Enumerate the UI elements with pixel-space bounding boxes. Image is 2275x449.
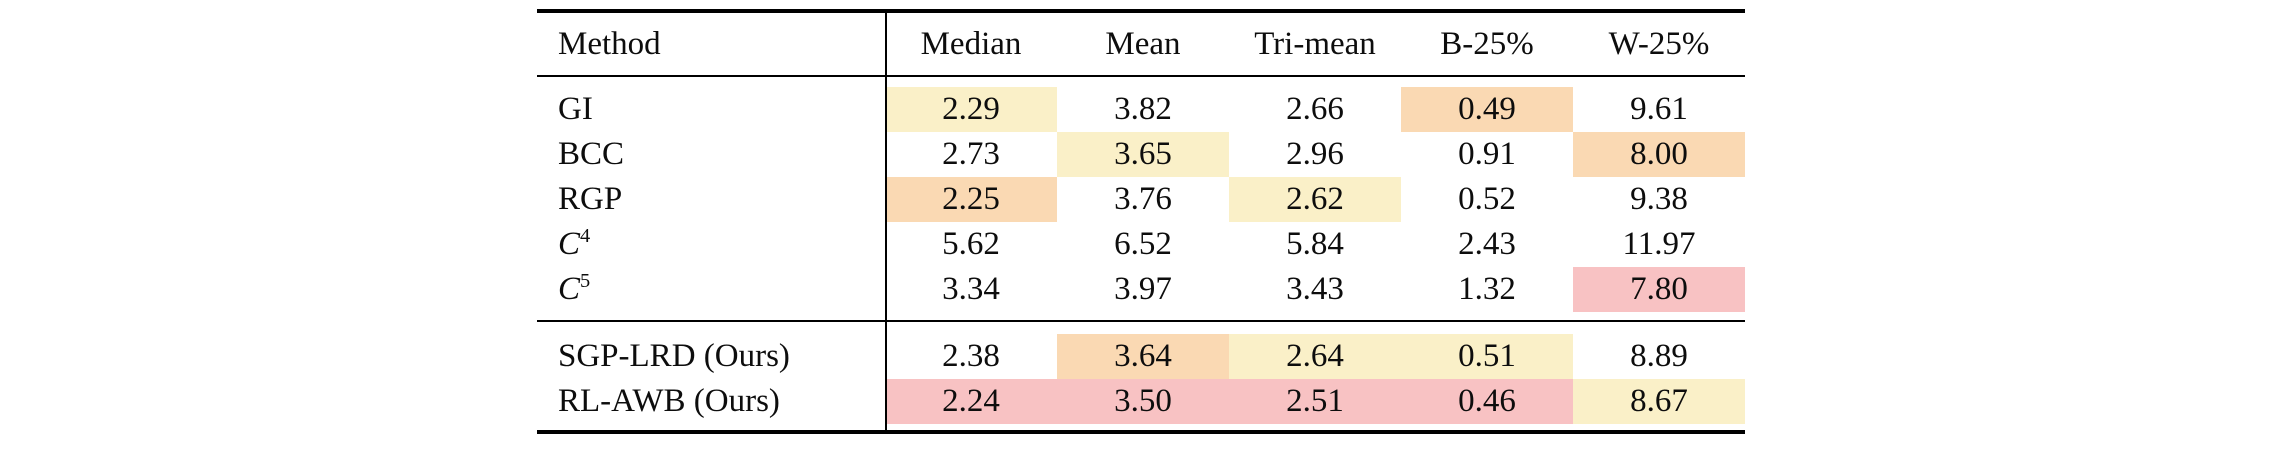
row-strut [537,322,1745,334]
column-divider [885,77,887,320]
col-header-method: Method [558,26,661,62]
value-cell: 0.49 [1401,87,1573,132]
col-header-trimean: Tri-mean [1254,26,1376,62]
value-cell: 3.50 [1057,379,1229,424]
value-cell: 3.76 [1114,181,1172,217]
table-row: BCC 2.73 3.65 2.96 0.91 8.00 [537,132,1745,177]
header-row: Method Median Mean Tri-mean B-25% W-25% [537,13,1745,75]
value-cell: 2.38 [942,338,1000,374]
value-cell: 1.32 [1458,271,1516,307]
value-cell: 2.73 [942,136,1000,172]
method-cell: RL-AWB (Ours) [537,379,885,424]
value-cell: 3.82 [1114,91,1172,127]
bottom-rule [537,430,1745,434]
row-strut [537,77,1745,87]
header-rule [537,75,1745,77]
table-row: RL-AWB (Ours) 2.24 3.50 2.51 0.46 8.67 [537,379,1745,424]
method-label: C [558,271,581,307]
method-cell: BCC [537,132,885,177]
value-cell: 3.97 [1114,271,1172,307]
section-baselines: GI 2.29 3.82 2.66 0.49 9.61 BCC 2.73 3.65 2.96 0.9… [537,77,1745,320]
results-table: Method Median Mean Tri-mean B-25% W-25% … [537,9,1745,434]
value-cell: 9.61 [1630,91,1688,127]
table-row: C4 5.62 6.52 5.84 2.43 11.97 [537,222,1745,267]
table-row: SGP-LRD (Ours) 2.38 3.64 2.64 0.51 8.89 [537,334,1745,379]
value-cell: 3.43 [1286,271,1344,307]
value-cell: 2.29 [885,87,1057,132]
value-cell: 2.25 [885,177,1057,222]
value-cell: 11.97 [1622,226,1696,262]
method-superscript: 5 [580,270,591,292]
value-cell: 3.64 [1057,334,1229,379]
value-cell: 5.62 [942,226,1000,262]
value-cell: 8.00 [1573,132,1745,177]
method-cell: GI [537,87,885,132]
value-cell: 8.67 [1573,379,1745,424]
value-cell: 2.62 [1229,177,1401,222]
table-row: C5 3.34 3.97 3.43 1.32 7.80 [537,267,1745,312]
value-cell: 2.24 [885,379,1057,424]
top-rule [537,9,1745,13]
value-cell: 2.66 [1286,91,1344,127]
header-column-divider [885,13,887,75]
method-cell: C4 [537,222,885,267]
method-label: RGP [558,181,623,217]
col-header-b25: B-25% [1440,26,1534,62]
section-ours: SGP-LRD (Ours) 2.38 3.64 2.64 0.51 8.89 RL-AWB… [537,322,1745,430]
column-divider [885,322,887,430]
row-strut [537,312,1745,320]
method-label: BCC [558,136,625,172]
col-header-mean: Mean [1105,26,1181,62]
value-cell: 0.52 [1458,181,1516,217]
method-label: GI [558,91,593,127]
value-cell: 5.84 [1286,226,1344,262]
method-cell: SGP-LRD (Ours) [537,334,885,379]
value-cell: 7.80 [1573,267,1745,312]
value-cell: 2.64 [1229,334,1401,379]
col-header-median: Median [920,26,1022,62]
value-cell: 0.51 [1401,334,1573,379]
value-cell: 3.34 [942,271,1000,307]
value-cell: 0.46 [1401,379,1573,424]
value-cell: 8.89 [1630,338,1688,374]
table-row: RGP 2.25 3.76 2.62 0.52 9.38 [537,177,1745,222]
value-cell: 2.51 [1229,379,1401,424]
value-cell: 2.43 [1458,226,1516,262]
method-label: SGP-LRD (Ours) [558,338,790,374]
col-header-w25: W-25% [1608,26,1710,62]
value-cell: 2.96 [1286,136,1344,172]
method-label: C [558,226,581,262]
value-cell: 0.91 [1458,136,1516,172]
method-cell: RGP [537,177,885,222]
method-cell: C5 [537,267,885,312]
section-divider-rule [537,320,1745,322]
value-cell: 3.65 [1057,132,1229,177]
method-label: RL-AWB (Ours) [558,383,780,419]
value-cell: 6.52 [1114,226,1172,262]
method-superscript: 4 [580,225,591,247]
table-row: GI 2.29 3.82 2.66 0.49 9.61 [537,87,1745,132]
row-strut [537,424,1745,430]
value-cell: 9.38 [1630,181,1688,217]
